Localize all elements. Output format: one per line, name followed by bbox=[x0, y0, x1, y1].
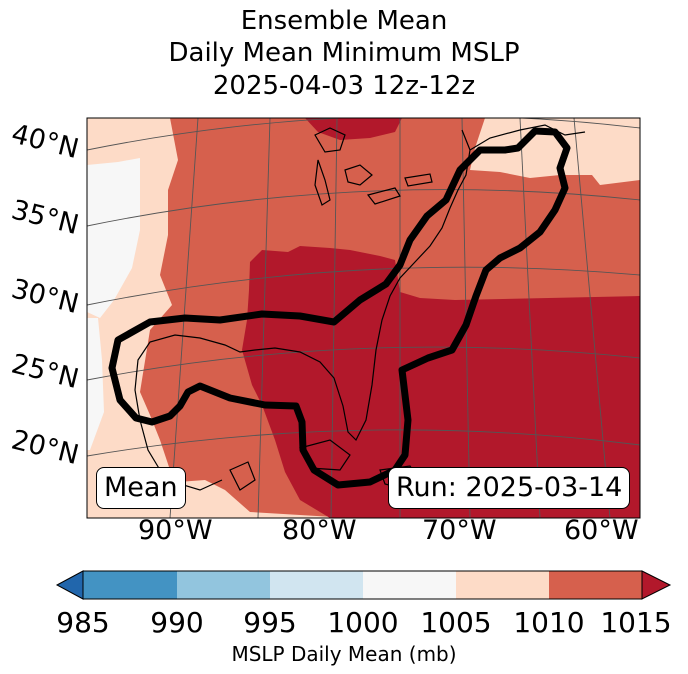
title-line-2: Daily Mean Minimum MSLP bbox=[168, 38, 520, 68]
parallel-20n bbox=[87, 429, 640, 457]
great-lake-superior bbox=[314, 127, 346, 153]
parallel-30n bbox=[87, 266, 640, 306]
map-panel bbox=[87, 118, 640, 518]
lon-label-80w: 80°W bbox=[282, 515, 357, 546]
graticule bbox=[87, 118, 640, 518]
coastline-new-england bbox=[469, 124, 586, 151]
great-lake-michigan bbox=[314, 159, 331, 206]
parallel-40n bbox=[87, 118, 640, 151]
colorbar-label: MSLP Daily Mean (mb) bbox=[231, 642, 457, 666]
great-lake-ontario bbox=[404, 173, 433, 187]
pressure-field-above-1015-north bbox=[305, 118, 402, 140]
title-line-1: Ensemble Mean bbox=[240, 6, 448, 36]
pressure-field-1000-1005-south bbox=[87, 318, 104, 450]
colorbar-tick-995: 995 bbox=[243, 606, 297, 639]
meridian-60w bbox=[573, 118, 611, 518]
colorbar-bin-1000-1005 bbox=[363, 571, 456, 599]
colorbar-over-arrow bbox=[641, 570, 672, 600]
colorbar-tick-990: 990 bbox=[150, 606, 204, 639]
colorbar-tick-1000: 1000 bbox=[327, 606, 399, 639]
colorbar-tick-1015: 1015 bbox=[600, 606, 672, 639]
title-line-3: 2025-04-03 12z-12z bbox=[212, 71, 476, 101]
mean-label-box: Mean bbox=[96, 467, 186, 509]
pressure-field-1000-1005-north bbox=[87, 158, 140, 318]
colorbar-bin-1010-1015 bbox=[549, 571, 642, 599]
map-frame bbox=[86, 117, 641, 519]
coastline-us-gulf-east bbox=[134, 129, 471, 491]
coastlines bbox=[134, 124, 586, 491]
colorbar-under-arrow bbox=[55, 570, 84, 600]
colorbar-tick-1005: 1005 bbox=[420, 606, 492, 639]
colorbar-tick-1010: 1010 bbox=[513, 606, 585, 639]
colorbar-bin-1005-1010 bbox=[456, 571, 549, 599]
colorbar-bin-990-995 bbox=[177, 571, 270, 599]
yucatan-coast bbox=[229, 461, 256, 491]
colorbar-bin-995-1000 bbox=[270, 571, 363, 599]
great-lake-erie bbox=[366, 187, 401, 205]
lon-label-90w: 90°W bbox=[138, 515, 213, 546]
great-lake-huron bbox=[344, 164, 373, 186]
lon-label-60w: 60°W bbox=[564, 515, 639, 546]
parallel-25n bbox=[87, 346, 640, 381]
mean-contour bbox=[108, 127, 571, 489]
colorbar bbox=[55, 570, 672, 600]
lon-label-70w: 70°W bbox=[422, 515, 497, 546]
run-date-box: Run: 2025-03-14 bbox=[388, 467, 631, 509]
colorbar-bin-985-990 bbox=[83, 571, 177, 599]
meridian-65w bbox=[519, 118, 541, 518]
colorbar-tick-985: 985 bbox=[56, 606, 110, 639]
colorbar-outline bbox=[82, 570, 643, 600]
meridian-85w bbox=[257, 118, 271, 518]
